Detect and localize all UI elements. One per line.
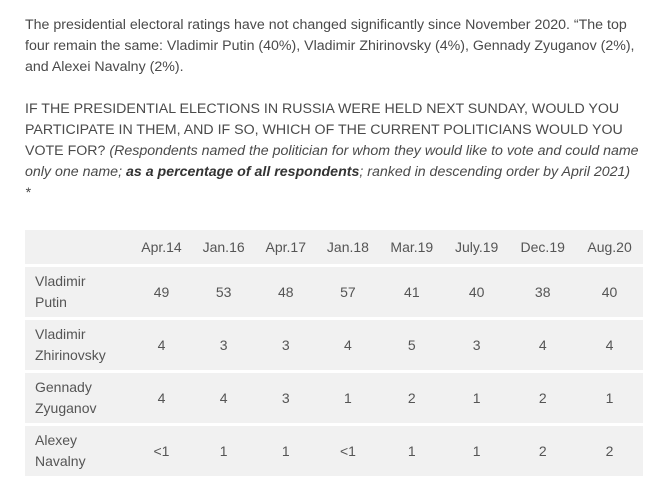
rating-cell: 40 — [444, 267, 510, 317]
survey-question: IF THE PRESIDENTIAL ELECTIONS IN RUSSIA … — [25, 99, 639, 204]
rating-cell: 2 — [509, 373, 577, 423]
first-name: Gennady — [35, 379, 92, 395]
rating-cell: 1 — [576, 373, 643, 423]
rating-cell: 1 — [255, 426, 317, 476]
rating-cell: 4 — [576, 320, 643, 370]
header-date: Jan.18 — [316, 230, 380, 264]
last-name: Zhirinovsky — [35, 347, 106, 363]
rating-cell: 49 — [131, 267, 192, 317]
header-date: Apr.14 — [131, 230, 192, 264]
rating-cell: <1 — [131, 426, 192, 476]
header-date: July.19 — [444, 230, 510, 264]
last-name: Putin — [35, 294, 67, 310]
rating-cell: 40 — [576, 267, 643, 317]
rating-cell: 2 — [509, 426, 577, 476]
table-row: Vladimir Putin 49 53 48 57 41 40 38 40 — [25, 267, 643, 317]
rating-cell: 1 — [444, 426, 510, 476]
rating-cell: 4 — [191, 373, 256, 423]
rating-cell: 2 — [576, 426, 643, 476]
question-note-b: ; ranked in descending order by April 20… — [25, 164, 631, 201]
table-header-row: Apr.14 Jan.16 Apr.17 Jan.18 Mar.19 July.… — [25, 230, 643, 264]
first-name: Vladimir — [35, 326, 86, 342]
last-name: Navalny — [35, 453, 86, 469]
table-row: Gennady Zyuganov 4 4 3 1 2 1 2 1 — [25, 373, 643, 423]
header-date: Aug.20 — [576, 230, 643, 264]
rating-cell: 1 — [444, 373, 510, 423]
header-corner — [25, 230, 131, 264]
rating-cell: 4 — [131, 373, 192, 423]
politician-name: Vladimir Putin — [25, 267, 131, 317]
rating-cell: 4 — [316, 320, 380, 370]
question-note: (Respondents named the politician for wh… — [25, 143, 639, 201]
table-row: Vladimir Zhirinovsky 4 3 3 4 5 3 4 4 — [25, 320, 643, 370]
rating-cell: 53 — [191, 267, 256, 317]
intro-paragraph: The presidential electoral ratings have … — [25, 17, 635, 75]
rating-cell: 3 — [444, 320, 510, 370]
rating-cell: 41 — [379, 267, 445, 317]
header-date: Dec.19 — [509, 230, 577, 264]
rating-cell: 57 — [316, 267, 380, 317]
first-name: Vladimir — [35, 273, 86, 289]
last-name: Zyuganov — [35, 400, 97, 416]
ratings-table: Apr.14 Jan.16 Apr.17 Jan.18 Mar.19 July.… — [25, 227, 643, 479]
header-date: Jan.16 — [191, 230, 256, 264]
header-date: Apr.17 — [255, 230, 317, 264]
rating-cell: 1 — [379, 426, 445, 476]
rating-cell: 2 — [379, 373, 445, 423]
rating-cell: 3 — [191, 320, 256, 370]
rating-cell: 3 — [255, 320, 317, 370]
rating-cell: 1 — [191, 426, 256, 476]
question-text: IF THE PRESIDENTIAL ELECTIONS IN RUSSIA … — [25, 101, 623, 159]
rating-cell: 4 — [131, 320, 192, 370]
header-date: Mar.19 — [379, 230, 445, 264]
rating-cell: 38 — [509, 267, 577, 317]
rating-cell: 48 — [255, 267, 317, 317]
rating-cell: 3 — [255, 373, 317, 423]
politician-name: Vladimir Zhirinovsky — [25, 320, 131, 370]
table-row: Alexey Navalny <1 1 1 <1 1 1 2 2 — [25, 426, 643, 476]
rating-cell: 5 — [379, 320, 445, 370]
first-name: Alexey — [35, 432, 78, 448]
rating-cell: 1 — [316, 373, 380, 423]
politician-name: Alexey Navalny — [25, 426, 131, 476]
rating-cell: <1 — [316, 426, 380, 476]
question-note-a: (Respondents named the politician for wh… — [25, 143, 639, 180]
question-note-bold: as a percentage of all respondents — [125, 164, 360, 180]
politician-name: Gennady Zyuganov — [25, 373, 131, 423]
rating-cell: 4 — [509, 320, 577, 370]
